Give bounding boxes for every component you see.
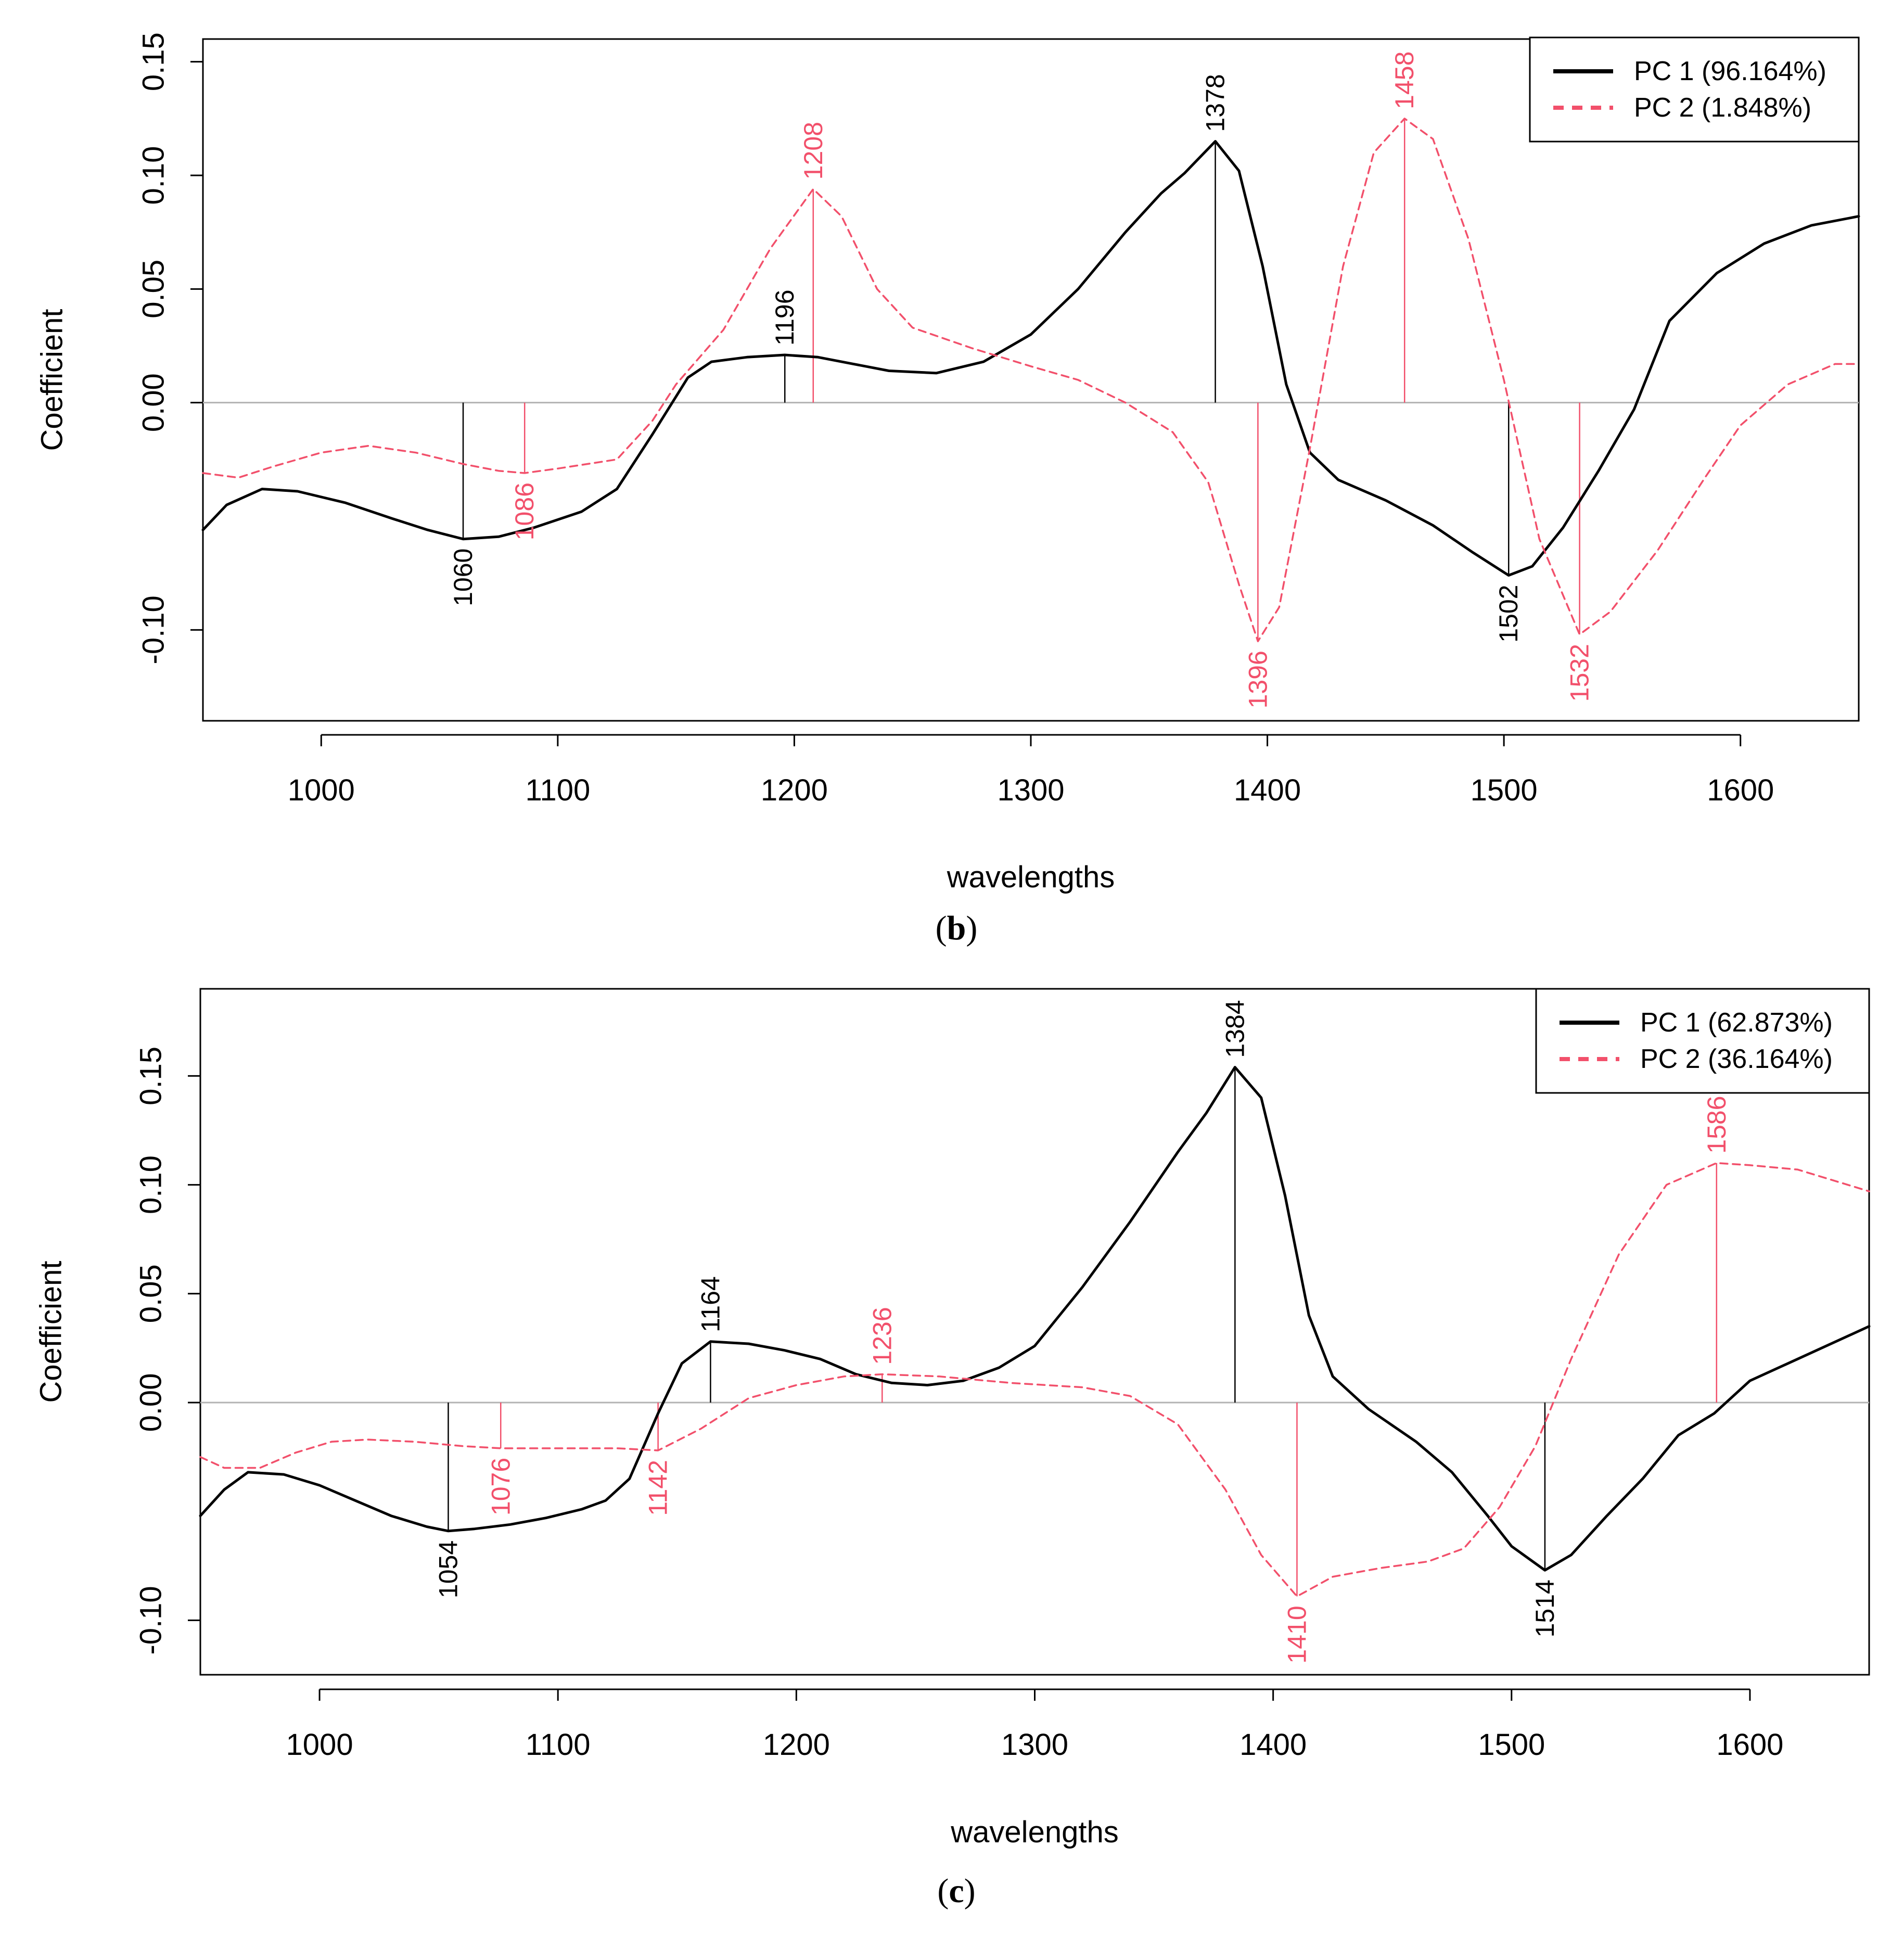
peak-label-1196: 1196 xyxy=(770,289,799,346)
peak-label-1378: 1378 xyxy=(1201,74,1230,132)
y-axis-title: Coefficient xyxy=(34,1261,68,1403)
chart-panel-c: 1000 1100 1200 1300 1400 1500 1600 -0.10 0.00 0.0… xyxy=(34,988,1871,1910)
x-tick-label: 1200 xyxy=(763,1728,830,1762)
x-tick-label: 1000 xyxy=(286,1728,353,1762)
peak-label-1208: 1208 xyxy=(799,122,828,180)
x-tick-label: 1100 xyxy=(526,1728,591,1762)
y-tick-label: 0.05 xyxy=(134,1264,168,1323)
peak-label-1236: 1236 xyxy=(867,1307,897,1365)
legend-box xyxy=(1529,36,1860,143)
chart-panel-b: 1000 1100 1200 1300 1400 1500 1600 -0.10 0.00 0.0… xyxy=(35,32,1860,947)
peak-label-1086: 1086 xyxy=(510,482,539,540)
x-tick-label: 1400 xyxy=(1234,773,1301,807)
plot-frame xyxy=(199,988,1870,1676)
peak-label-1142: 1142 xyxy=(644,1460,673,1516)
series-line-pc2 xyxy=(199,1162,1870,1598)
legend: PC 1 (96.164%) PC 2 (1.848%) xyxy=(1529,36,1860,143)
x-tick-label: 1600 xyxy=(1716,1728,1783,1762)
x-tick-label: 1300 xyxy=(997,773,1064,807)
y-tick-label: 0.10 xyxy=(137,146,171,205)
y-tick-label: 0.05 xyxy=(137,260,171,319)
legend-label-pc2: PC 2 (1.848%) xyxy=(1634,93,1811,123)
y-tick-label: 0.00 xyxy=(137,373,171,432)
x-tick-label: 1300 xyxy=(1001,1728,1068,1762)
x-tick-label: 1600 xyxy=(1707,773,1774,807)
y-tick-label: -0.10 xyxy=(137,595,171,664)
peak-label-1502: 1502 xyxy=(1494,585,1523,643)
legend-box xyxy=(1535,988,1870,1094)
peak-label-1054: 1054 xyxy=(433,1540,463,1598)
y-tick-label: 0.15 xyxy=(137,32,171,91)
x-tick-label: 1500 xyxy=(1471,773,1538,807)
peak-label-1076: 1076 xyxy=(486,1458,515,1515)
peak-label-1164: 1164 xyxy=(696,1276,725,1332)
x-tick-label: 1400 xyxy=(1239,1728,1307,1762)
panel-label: (b) xyxy=(936,909,978,947)
peak-label-1384: 1384 xyxy=(1220,1000,1249,1058)
x-tick-label: 1500 xyxy=(1478,1728,1545,1762)
series-line-pc1 xyxy=(199,1066,1871,1572)
plot-frame xyxy=(202,38,1860,722)
legend: PC 1 (62.873%) PC 2 (36.164%) xyxy=(1535,988,1870,1094)
legend-label-pc2: PC 2 (36.164%) xyxy=(1640,1044,1833,1074)
legend-label-pc1: PC 1 (62.873%) xyxy=(1640,1008,1833,1038)
x-axis-title: wavelengths xyxy=(950,1815,1118,1849)
x-axis-title: wavelengths xyxy=(947,860,1115,894)
peak-label-1410: 1410 xyxy=(1282,1606,1311,1663)
peak-label-1396: 1396 xyxy=(1243,651,1272,708)
x-tick-label: 1000 xyxy=(288,773,355,807)
peak-label-1532: 1532 xyxy=(1565,644,1594,702)
y-axis-title: Coefficient xyxy=(35,309,69,451)
x-tick-label: 1100 xyxy=(525,773,590,807)
y-tick-label: -0.10 xyxy=(134,1586,168,1654)
y-tick-label: 0.00 xyxy=(134,1373,168,1432)
y-tick-label: 0.10 xyxy=(134,1155,168,1214)
series-line-pc2 xyxy=(202,118,1860,642)
peak-label-1060: 1060 xyxy=(449,549,478,606)
panel-label: (c) xyxy=(937,1872,975,1910)
peak-label-1514: 1514 xyxy=(1530,1580,1560,1637)
peak-label-1458: 1458 xyxy=(1390,52,1419,109)
peak-label-1586: 1586 xyxy=(1702,1096,1731,1153)
series-line-pc1 xyxy=(201,140,1860,577)
x-tick-label: 1200 xyxy=(761,773,828,807)
y-tick-label: 0.15 xyxy=(134,1047,168,1105)
legend-label-pc1: PC 1 (96.164%) xyxy=(1634,56,1826,86)
